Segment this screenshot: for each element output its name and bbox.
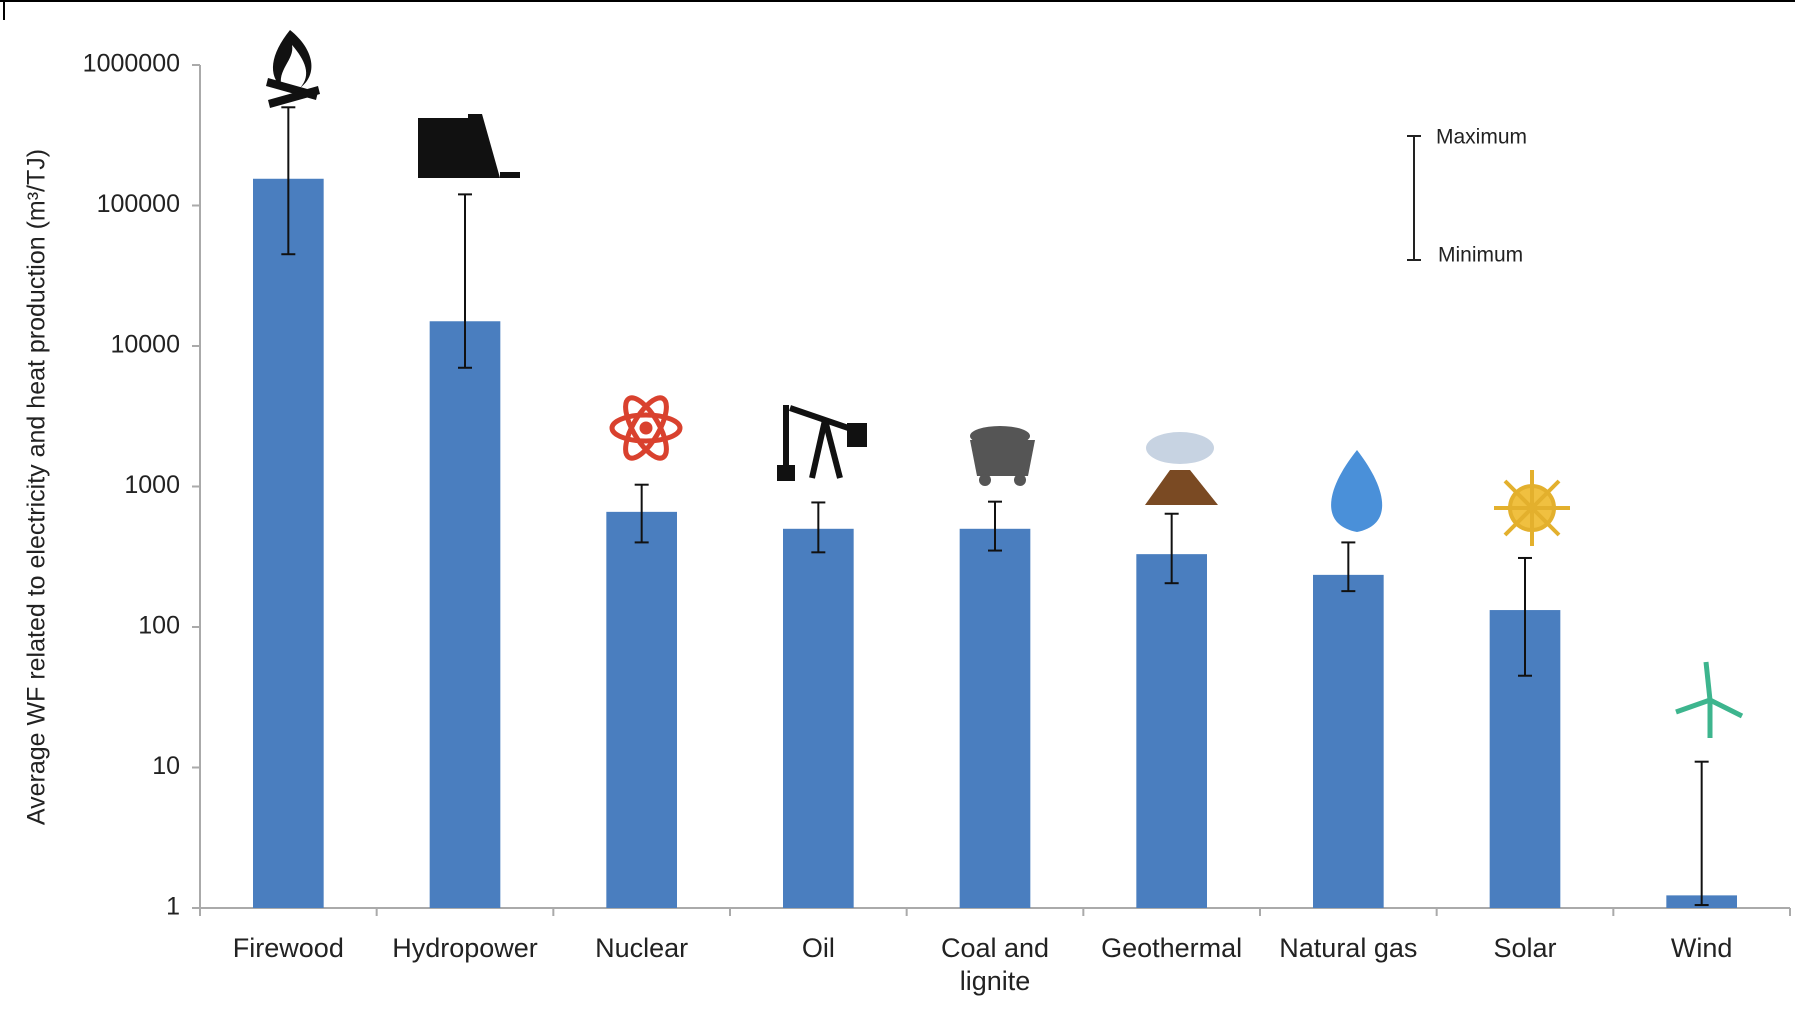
icon-sun xyxy=(1494,470,1570,546)
icon-flame xyxy=(1331,450,1383,532)
x-tick-label: Nuclear xyxy=(595,933,689,963)
error-bar xyxy=(281,106,296,256)
x-tick-label: Geothermal xyxy=(1101,933,1243,963)
bar xyxy=(429,321,501,909)
error-bar xyxy=(988,500,1002,552)
x-tick-label: Solar xyxy=(1493,933,1557,963)
legend-error-bar xyxy=(1407,135,1421,261)
y-tick-label: 10 xyxy=(152,752,180,780)
error-bar xyxy=(1164,512,1179,585)
bar xyxy=(253,178,324,908)
icon-fire xyxy=(266,30,320,108)
y-tick-label: 10000 xyxy=(110,331,180,359)
bar xyxy=(1136,554,1207,908)
error-bar xyxy=(458,193,472,369)
error-bar xyxy=(1694,760,1709,907)
x-tick-label: Hydropower xyxy=(392,933,538,963)
y-tick-label: 100000 xyxy=(97,190,180,218)
y-tick-label: 100 xyxy=(138,612,180,640)
legend-min: Minimum xyxy=(1438,244,1523,267)
icon-coal-cart xyxy=(970,426,1035,486)
icon-volcano xyxy=(1145,432,1218,505)
x-tick-label: Oil xyxy=(801,933,835,963)
x-tick-label: Wind xyxy=(1670,933,1733,963)
x-tick-label: Firewood xyxy=(232,933,344,963)
x-tick-label: Coal and lignite xyxy=(940,933,1050,996)
y-axis-label: Average WF related to electricity and he… xyxy=(23,149,51,825)
error-bar xyxy=(1341,541,1356,593)
y-tick-label: 1000000 xyxy=(83,50,180,78)
bar xyxy=(783,528,854,908)
bar xyxy=(606,511,677,908)
error-bar xyxy=(811,501,826,554)
icon-atom xyxy=(609,395,683,461)
bar xyxy=(1313,574,1384,908)
icon-wind-turbine xyxy=(1675,661,1744,738)
icon-dam xyxy=(418,114,520,178)
error-bar xyxy=(634,483,649,544)
y-tick-label: 1 xyxy=(166,893,180,921)
error-bar xyxy=(1518,556,1532,677)
legend-max: Maximum xyxy=(1436,126,1527,149)
y-tick-label: 1000 xyxy=(124,471,180,499)
x-tick-label: Natural gas xyxy=(1279,933,1418,963)
bar xyxy=(959,528,1031,908)
icon-oil-pump xyxy=(777,405,867,481)
